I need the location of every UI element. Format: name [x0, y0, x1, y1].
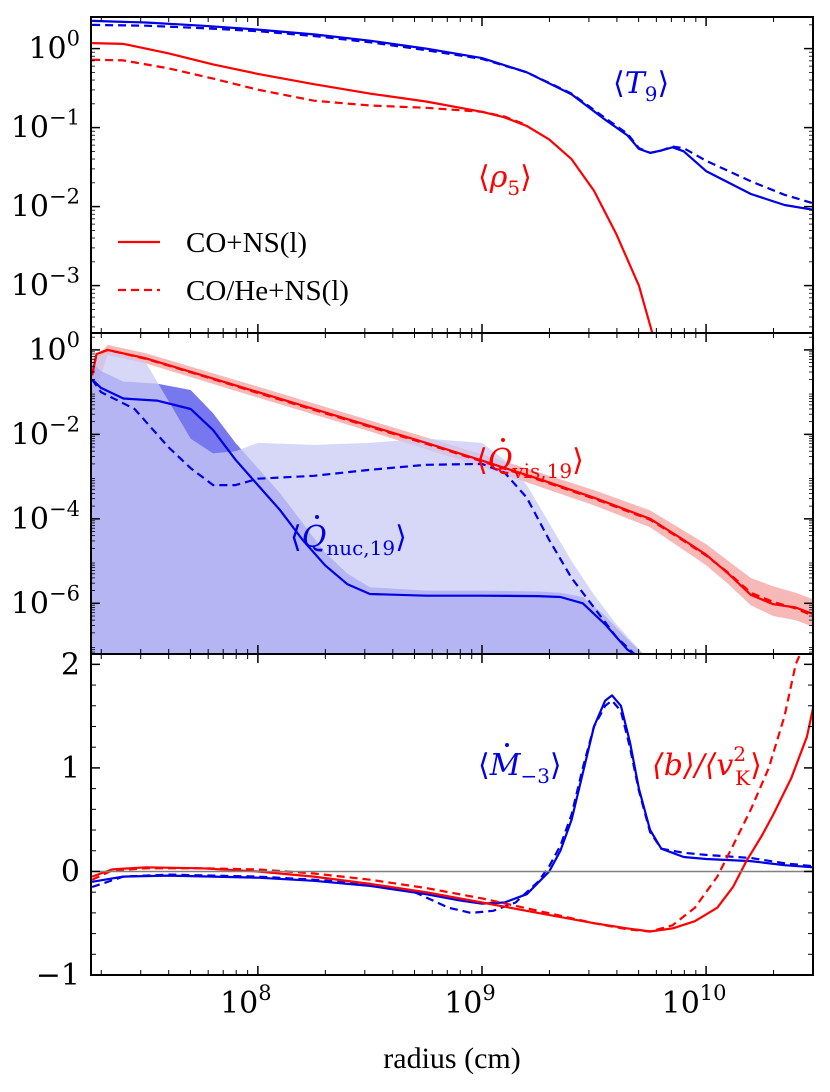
y-tick-label: 10−1 — [11, 106, 80, 146]
T9-annotation: ⟨T9⟩ — [613, 66, 669, 106]
legend: CO+NS(l) CO/He+NS(l) — [118, 227, 349, 307]
svg-text:⟨Qvis,19⟩: ⟨Qvis,19⟩ — [476, 443, 584, 483]
y-tick-label: 10−4 — [11, 497, 80, 537]
y-tick-label: 2 — [61, 647, 80, 682]
y-tick-label: −1 — [36, 958, 80, 993]
Qvis-annotation: ⟨Qvis,19⟩ — [476, 438, 584, 483]
b-vk2-co-ns-l-line — [91, 705, 813, 933]
x-tick-label: 109 — [444, 981, 496, 1021]
svg-text:⟨Qnuc,19⟩: ⟨Qnuc,19⟩ — [290, 520, 407, 560]
qnuc-co-ns-l-line — [91, 378, 635, 654]
bottom-panel-frame — [90, 653, 814, 976]
legend-label-dashed: CO/He+NS(l) — [186, 275, 349, 307]
t9-co-ns-l-line — [92, 19, 813, 211]
y-tick-label: 10−6 — [11, 581, 80, 621]
rho5-co-he-ns-l-line — [92, 58, 528, 127]
y-tick-label: 10−3 — [11, 264, 80, 304]
y-tick-label: 100 — [28, 27, 80, 67]
Mdot-annotation: ⟨M−3⟩ — [478, 743, 562, 788]
b-vk2-co-he-ns-l-line — [91, 654, 802, 933]
y-tick-label: 10−2 — [11, 185, 80, 225]
y-tick-label: 0 — [61, 854, 80, 889]
mdot-co-he-ns-l-line — [91, 699, 813, 914]
x-axis-label: radius (cm) — [383, 1042, 520, 1075]
qnuc-band-co-he-ns-l-band — [92, 352, 644, 654]
Mdot-dot-mark — [505, 743, 509, 747]
rho5-annotation: ⟨ρ5⟩ — [478, 160, 532, 200]
y-tick-label: 1 — [61, 751, 80, 786]
svg-text:⟨M−3⟩: ⟨M−3⟩ — [478, 748, 562, 788]
qvis-co-he-ns-l-line — [91, 348, 813, 618]
y-tick-label: 100 — [28, 328, 80, 368]
Qnuc-annotation: ⟨Qnuc,19⟩ — [290, 515, 407, 560]
y-tick-label: 10−2 — [11, 412, 80, 452]
rho5-co-ns-l-line — [92, 42, 654, 333]
Qvis-dot-mark — [501, 438, 505, 442]
legend-label-solid: CO+NS(l) — [186, 227, 307, 259]
b-over-vK2-annotation: ⟨b⟩/⟨v2 K⟩ — [652, 742, 762, 790]
mdot-co-ns-l-line — [91, 694, 813, 905]
x-tick-label: 1010 — [662, 981, 727, 1021]
Qnuc-dot-mark — [315, 515, 319, 519]
x-tick-label: 108 — [220, 981, 272, 1021]
t9-co-he-ns-l-line — [92, 23, 813, 205]
